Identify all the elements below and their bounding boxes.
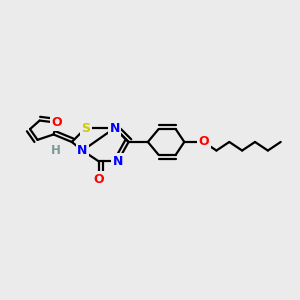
- Text: H: H: [51, 144, 61, 157]
- Text: N: N: [113, 155, 123, 168]
- Text: N: N: [77, 144, 88, 157]
- Text: O: O: [93, 173, 104, 186]
- Text: O: O: [198, 136, 209, 148]
- Text: N: N: [110, 122, 120, 134]
- Text: O: O: [52, 116, 62, 129]
- Text: S: S: [81, 122, 90, 134]
